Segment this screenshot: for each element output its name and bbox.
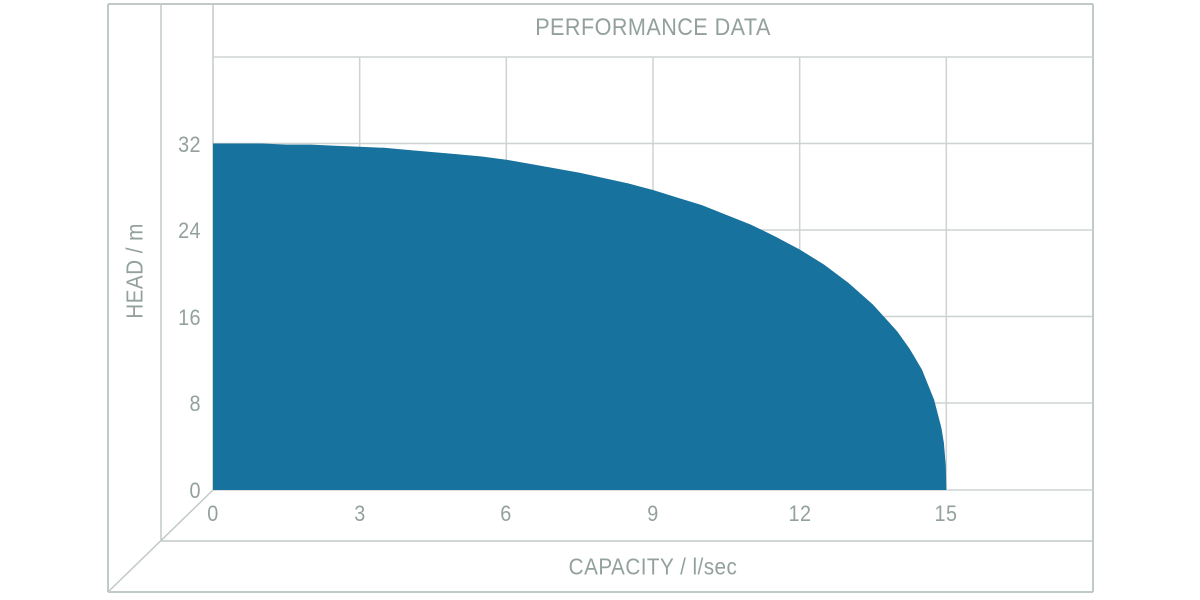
x-tick-label-5: 15 <box>934 503 959 525</box>
frame-corner-diagonal-line <box>107 489 214 593</box>
x-tick-text: 0 <box>207 501 219 526</box>
x-tick-text: 9 <box>647 501 659 526</box>
y-tick-label-3: 24 <box>176 220 201 242</box>
x-tick-text: 6 <box>500 501 513 526</box>
y-tick-text: 24 <box>178 218 201 243</box>
y-tick-text: 32 <box>178 131 201 157</box>
y-tick-label-2: 16 <box>176 304 201 330</box>
x-tick-text: 15 <box>934 501 958 526</box>
x-tick-label-4: 12 <box>787 503 812 525</box>
x-tick-label-2: 6 <box>500 503 513 525</box>
y-tick-label-4: 32 <box>176 131 201 157</box>
y-tick-label-0: 0 <box>188 477 201 503</box>
x-tick-text: 3 <box>353 501 366 526</box>
y-tick-text: 0 <box>189 477 201 503</box>
x-axis-label-text: CAPACITY / l/sec <box>568 553 738 580</box>
chart-title-text: PERFORMANCE DATA <box>535 14 771 41</box>
x-tick-text: 12 <box>788 501 812 526</box>
x-tick-label-1: 3 <box>353 503 366 525</box>
x-tick-label-0: 0 <box>207 503 220 525</box>
y-axis-label: HEAD / m <box>121 218 148 324</box>
chart-title: PERFORMANCE DATA <box>522 16 784 40</box>
x-tick-label-3: 9 <box>647 503 660 525</box>
y-tick-text: 8 <box>189 391 201 416</box>
y-axis-label-text: HEAD / m <box>121 223 148 319</box>
performance-area <box>213 143 947 490</box>
y-tick-text: 16 <box>178 304 201 330</box>
x-axis-label: CAPACITY / l/sec <box>559 553 746 580</box>
y-tick-label-1: 8 <box>188 393 201 415</box>
